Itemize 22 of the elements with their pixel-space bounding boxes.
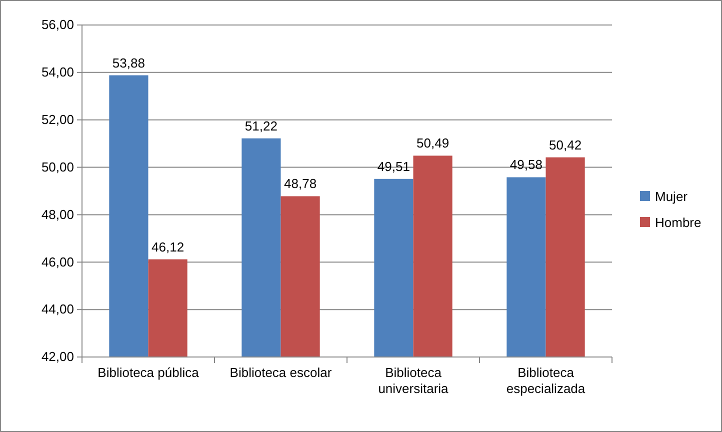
- x-tick-label: Biblioteca especializada: [506, 365, 586, 396]
- x-tick-label: Biblioteca escolar: [230, 365, 332, 380]
- data-label: 51,22: [244, 118, 278, 134]
- y-tick-label: 56,00: [41, 17, 74, 32]
- data-label: 50,42: [549, 137, 582, 152]
- legend-label: Hombre: [655, 215, 702, 230]
- y-tick-label: 52,00: [41, 112, 74, 128]
- data-label: 49,58: [510, 157, 542, 172]
- y-tick-label: 54,00: [41, 64, 74, 80]
- y-tick-label: 50,00: [41, 159, 74, 174]
- data-label: 49,51: [377, 158, 410, 174]
- data-label: 50,49: [416, 136, 450, 151]
- y-tick-label: 42,00: [41, 349, 74, 364]
- x-tick-label: Biblioteca pública: [98, 365, 200, 380]
- legend-label: Mujer: [655, 189, 688, 204]
- data-label: 53,88: [112, 55, 145, 70]
- y-tick-label: 44,00: [41, 302, 74, 317]
- x-tick-label: Biblioteca universitaria: [378, 365, 450, 396]
- y-tick-label: 48,00: [41, 206, 74, 222]
- y-tick-label: 46,00: [41, 254, 74, 270]
- data-label: 48,78: [284, 176, 317, 192]
- data-label: 46,12: [152, 239, 184, 254]
